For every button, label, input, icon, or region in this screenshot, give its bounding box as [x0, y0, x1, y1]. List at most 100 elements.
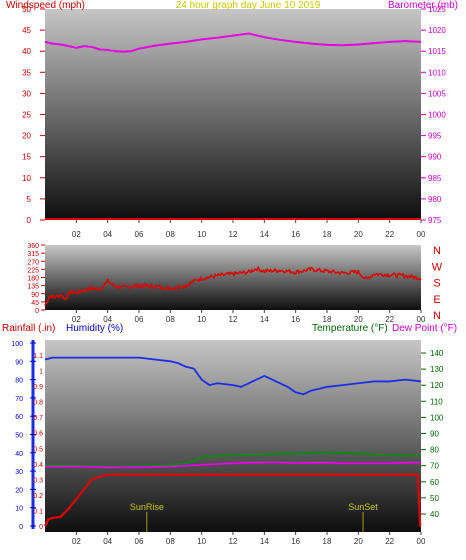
y-tick-label: 0.1	[33, 508, 43, 515]
y-tick-label: 1000	[428, 111, 446, 120]
y-tick-label: 45	[31, 300, 39, 307]
y-tick-label: 60	[430, 478, 439, 487]
bottom-series	[44, 356, 422, 528]
y-tick-label: 0.9	[33, 384, 43, 391]
y-tick-label: 1005	[428, 89, 446, 98]
y-tick-label: 130	[430, 365, 444, 374]
y-tick-label: 20	[22, 132, 31, 141]
y-tick-label: 100	[11, 341, 23, 348]
y-tick-label: 980	[428, 195, 442, 204]
y-tick-label: 180	[27, 276, 39, 283]
y-tick-label: 25	[22, 111, 31, 120]
x-tick-label: 00	[417, 537, 426, 546]
y-tick-label: 50	[22, 5, 31, 14]
x-tick-label: 12	[229, 315, 238, 324]
y-tick-label: 40	[15, 451, 23, 458]
y-tick-label: 360	[27, 243, 39, 250]
rainfall-line	[44, 473, 422, 528]
x-tick-label: 20	[354, 315, 363, 324]
y-tick-label: 50	[430, 494, 439, 503]
wind-direction-line	[44, 266, 422, 306]
graph-title: 24 hour graph day June 10 2019	[176, 0, 321, 11]
windspeed-axis-label: Windspeed (mph)	[6, 0, 85, 11]
y-tick-label: 0	[19, 524, 23, 531]
y-tick-label: 0.6	[33, 431, 43, 438]
y-tick-label: 0.3	[33, 477, 43, 484]
y-tick-label: 1025	[428, 5, 446, 14]
y-tick-label: 70	[430, 462, 439, 471]
rainfall-axis-label: Rainfall (.in)	[2, 323, 55, 334]
barometer-line	[44, 32, 422, 53]
bottom-panel: Rainfall (.in) Humidity (%) Temperature …	[2, 323, 457, 546]
x-tick-label: 00	[417, 315, 426, 324]
y-tick-label: 30	[22, 89, 31, 98]
x-tick-label: 02	[72, 537, 81, 546]
y-tick-label: 0	[39, 524, 43, 531]
compass-label: S	[433, 278, 440, 290]
y-tick-label: 995	[428, 132, 442, 141]
rainfall-ticks: 1.1 1 0.9 0.8 0.7 0.6 0.5 0.4 0.3 0.2 0.1 0	[33, 353, 43, 531]
x-tick-label: 10	[197, 537, 206, 546]
y-tick-label: 15	[22, 153, 31, 162]
y-tick-label: 990	[428, 153, 442, 162]
compass-label: N	[433, 245, 441, 257]
y-tick-label: 10	[15, 506, 23, 513]
x-tick-label: 14	[260, 537, 269, 546]
x-tick-label: 08	[166, 230, 175, 239]
bottom-plot-area	[45, 340, 421, 532]
x-tick-label: 16	[291, 537, 300, 546]
x-tick-label: 18	[323, 230, 332, 239]
x-tick-label: 04	[103, 537, 112, 546]
x-tick-label: 18	[323, 537, 332, 546]
top-series	[44, 32, 422, 220]
y-tick-label: 0.2	[33, 493, 43, 500]
sun-markers: SunRise SunSet	[130, 502, 378, 532]
y-tick-label: 975	[428, 216, 442, 225]
y-tick-label: 70	[15, 396, 23, 403]
y-tick-label: 0.5	[33, 446, 43, 453]
y-tick-label: 270	[27, 259, 39, 266]
y-tick-label: 90	[15, 359, 23, 366]
temperature-line	[44, 451, 422, 468]
barometer-axis-label: Barometer (mb)	[388, 0, 458, 11]
y-tick-label: 135	[27, 284, 39, 291]
mid-series	[44, 266, 422, 306]
x-tick-label: 08	[166, 315, 175, 324]
y-tick-label: 5	[27, 195, 32, 204]
x-tick-label: 06	[135, 230, 144, 239]
x-tick-label: 14	[260, 315, 269, 324]
x-tick-label: 02	[72, 230, 81, 239]
y-tick-label: 80	[430, 446, 439, 455]
y-tick-label: 10	[22, 174, 31, 183]
y-tick-label: 50	[15, 433, 23, 440]
y-tick-label: 1015	[428, 47, 446, 56]
x-tick-label: 20	[354, 537, 363, 546]
x-tick-label: 22	[385, 315, 394, 324]
x-tick-label: 00	[417, 230, 426, 239]
y-tick-label: 0.8	[33, 400, 43, 407]
x-tick-label: 12	[229, 537, 238, 546]
y-tick-label: 315	[27, 251, 39, 258]
y-tick-label: 140	[430, 349, 444, 358]
top-panel: Windspeed (mph) 24 hour graph day June 1…	[6, 0, 458, 239]
x-tick-label: 16	[291, 230, 300, 239]
barometer-ticks: 1025 1020 1015 1010 1005 1000 995 990 985 980 975	[421, 5, 446, 225]
x-tick-label: 18	[323, 315, 332, 324]
humidity-line	[44, 356, 422, 396]
y-tick-label: 40	[430, 510, 439, 519]
x-tick-label: 08	[166, 537, 175, 546]
x-tick-label: 22	[385, 230, 394, 239]
x-tick-label: 16	[291, 315, 300, 324]
y-tick-label: 80	[15, 378, 23, 385]
y-tick-label: 30	[15, 469, 23, 476]
compass-label: E	[433, 294, 440, 306]
y-tick-label: 45	[22, 26, 31, 35]
y-tick-label: 0.7	[33, 415, 43, 422]
y-tick-label: 0	[27, 216, 32, 225]
x-tick-label: 10	[197, 230, 206, 239]
